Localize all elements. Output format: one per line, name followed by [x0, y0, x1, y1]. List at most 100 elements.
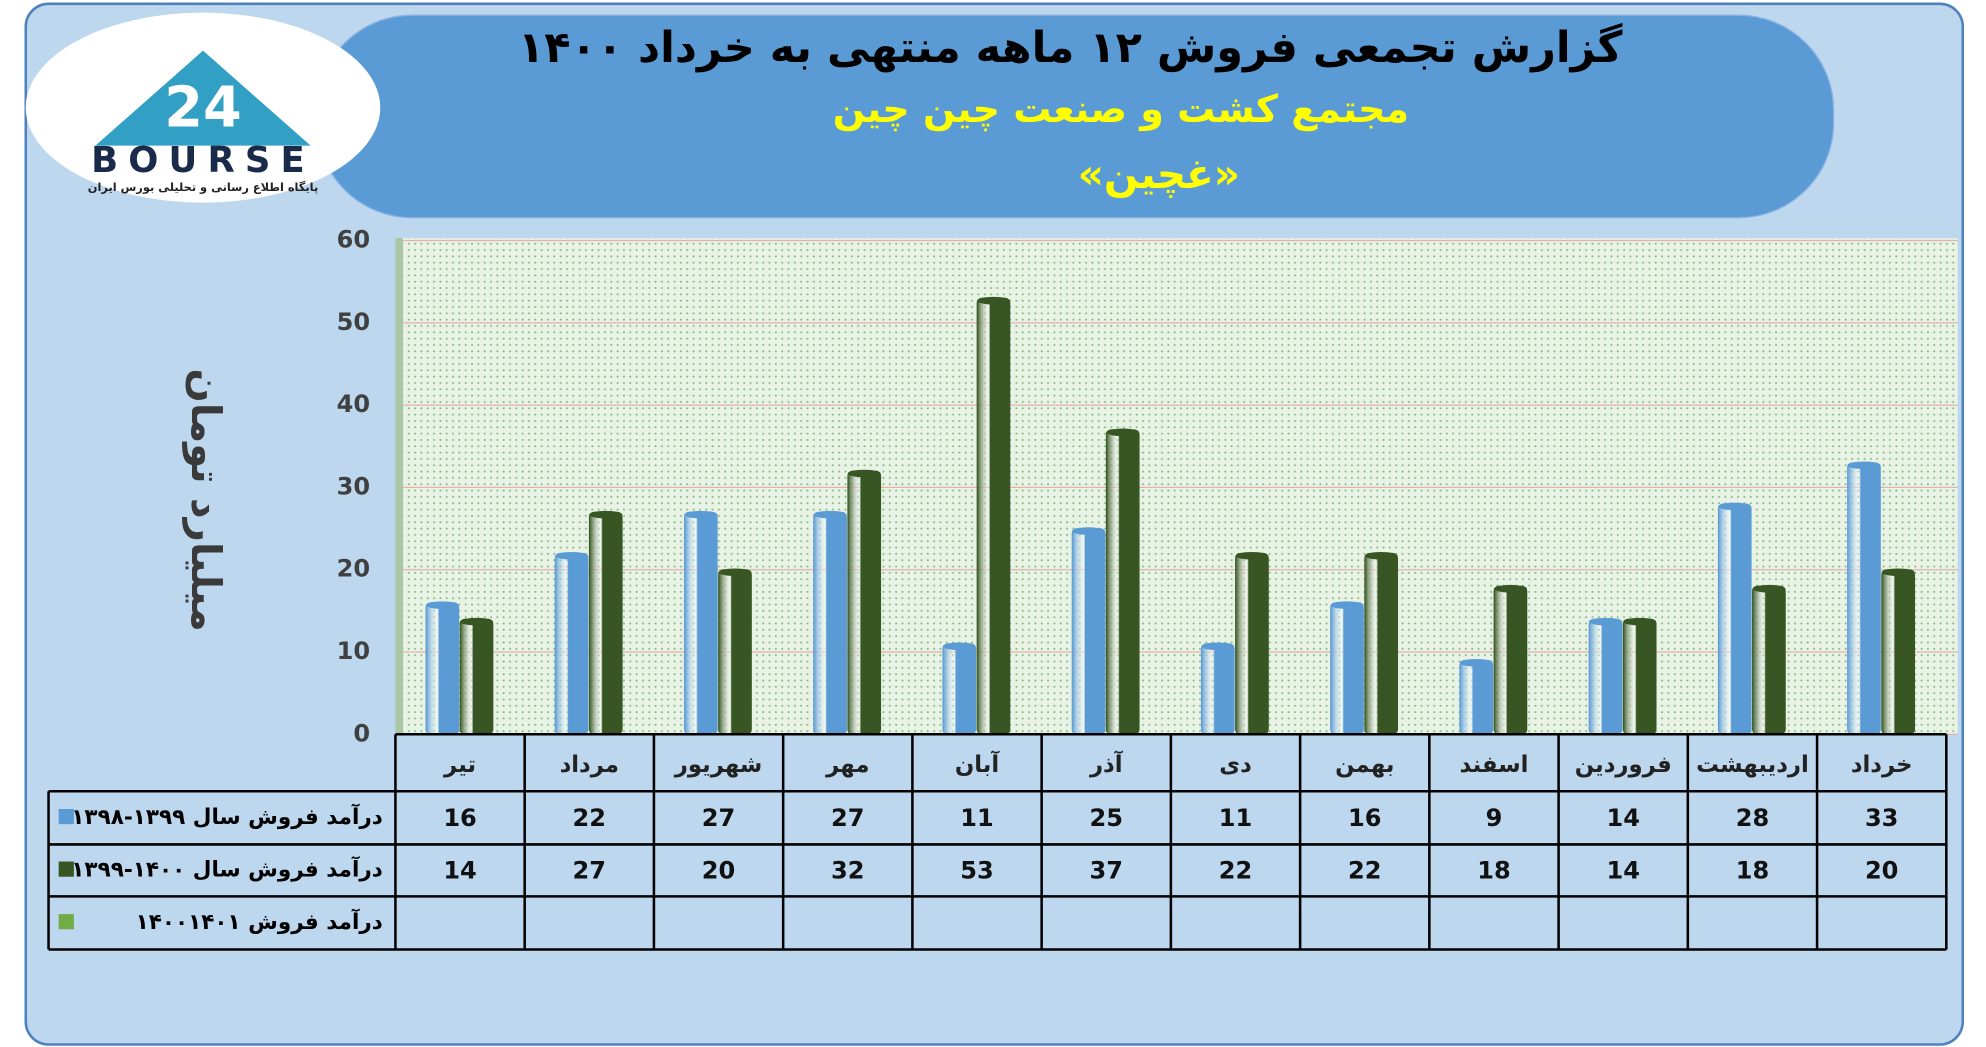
bar-cap	[847, 469, 881, 478]
x-tick-label: شهریور	[674, 752, 763, 778]
table-value: 27	[831, 804, 864, 832]
x-tick-label: فروردین	[1575, 752, 1672, 778]
x-tick-label: دی	[1219, 752, 1252, 778]
table-value: 25	[1090, 804, 1123, 832]
chart-title: گزارش تجمعی فروش ۱۲ ماهه منتهی به خرداد …	[518, 22, 1623, 73]
legend-label: درآمد فروش سال ۱۳۹۹-۱۳۹۸	[71, 803, 382, 830]
bar	[425, 602, 460, 735]
bar	[1459, 659, 1494, 735]
table-value: 22	[1348, 857, 1381, 885]
table-value: 22	[1219, 857, 1252, 885]
bar	[942, 643, 977, 735]
x-tick-label: اسفند	[1459, 752, 1528, 778]
table-value: 27	[702, 804, 735, 832]
bar	[1493, 585, 1528, 735]
bar-cap	[1752, 584, 1786, 593]
bar-cap	[684, 510, 718, 519]
table-value: 28	[1736, 804, 1769, 832]
bar-cap	[1459, 658, 1493, 667]
table-value: 20	[702, 857, 735, 885]
table-value: 11	[1219, 804, 1252, 832]
logo-tagline: پایگاه اطلاع رسانی و تحلیلی بورس ایران	[88, 180, 318, 194]
y-tick-label: 20	[337, 555, 370, 583]
bar	[1622, 618, 1657, 735]
bar	[1364, 552, 1399, 735]
chart-symbol: «غچین»	[1078, 150, 1240, 198]
bar	[459, 618, 494, 735]
x-tick-label: خرداد	[1851, 752, 1913, 778]
table-value: 18	[1736, 857, 1769, 885]
table-value: 14	[1606, 857, 1639, 885]
bar-cap	[718, 568, 752, 577]
bar	[1847, 462, 1881, 735]
bar-cap	[1718, 502, 1752, 511]
x-tick-label: مهر	[825, 752, 869, 778]
bar-cap	[1847, 461, 1881, 470]
bar-cap	[1589, 617, 1622, 626]
table-value: 20	[1865, 857, 1898, 885]
table-value: 33	[1865, 804, 1898, 832]
bar-cap	[555, 551, 589, 560]
table-value: 53	[960, 857, 993, 885]
table-value: 16	[443, 804, 476, 832]
y-axis-label: میلیارد تومان	[182, 368, 230, 632]
y-tick-label: 50	[337, 308, 370, 336]
legend-label: درآمد فروش ۱۴۰۰۱۴۰۱	[136, 908, 383, 935]
legend-swatch	[58, 861, 74, 877]
bar-cap	[1201, 642, 1235, 651]
bar	[1881, 569, 1915, 735]
bar	[1717, 503, 1752, 735]
table-value: 14	[443, 857, 476, 885]
y-tick-label: 0	[353, 719, 370, 747]
bar	[976, 297, 1011, 735]
table-value: 14	[1606, 804, 1639, 832]
y-tick-label: 60	[337, 226, 370, 254]
x-tick-label: بهمن	[1335, 752, 1394, 778]
x-tick-label: آذر	[1089, 750, 1124, 778]
table-value: 11	[960, 804, 993, 832]
bar-cap	[589, 510, 623, 519]
bar-cap	[942, 642, 976, 651]
plot-wall	[395, 238, 404, 735]
bar	[1588, 618, 1623, 735]
bar-cap	[425, 601, 459, 609]
y-tick-label: 30	[337, 472, 370, 500]
bar	[683, 511, 718, 735]
legend-label: درآمد فروش سال ۱۴۰۰-۱۳۹۹	[71, 855, 382, 882]
bar-cap	[1623, 617, 1657, 626]
bar	[1330, 602, 1364, 735]
x-tick-label: تیر	[443, 752, 476, 778]
bar-cap	[1881, 568, 1915, 577]
bar	[1105, 429, 1140, 735]
bar	[718, 569, 752, 735]
bar	[847, 470, 882, 735]
bar-cap	[1106, 428, 1140, 437]
table-value: 16	[1348, 804, 1381, 832]
bar-cap	[1364, 551, 1398, 560]
x-tick-label: اردیبهشت	[1696, 752, 1809, 778]
bar	[588, 511, 623, 735]
table-value: 18	[1477, 857, 1510, 885]
table-value: 22	[573, 804, 606, 832]
bar-cap	[813, 510, 847, 519]
x-tick-label: آبان	[955, 750, 1001, 778]
bar-cap	[460, 617, 493, 626]
logo-shape	[95, 50, 311, 146]
bar	[1200, 643, 1235, 735]
bar-cap	[1235, 551, 1269, 560]
bar-cap	[1072, 527, 1105, 535]
bar	[1071, 528, 1106, 735]
bar-cap	[1493, 584, 1527, 593]
logo-name: BOURSE	[91, 140, 315, 181]
bar-cap	[1330, 601, 1364, 609]
x-tick-label: مرداد	[560, 752, 619, 778]
logo-mark: 24	[164, 76, 242, 141]
bar	[1752, 585, 1786, 735]
table-value: 27	[573, 857, 606, 885]
bar	[813, 511, 847, 735]
legend-swatch	[58, 808, 74, 825]
legend-swatch	[58, 914, 74, 930]
table-value: 32	[831, 857, 864, 885]
table-value: 9	[1486, 804, 1503, 832]
